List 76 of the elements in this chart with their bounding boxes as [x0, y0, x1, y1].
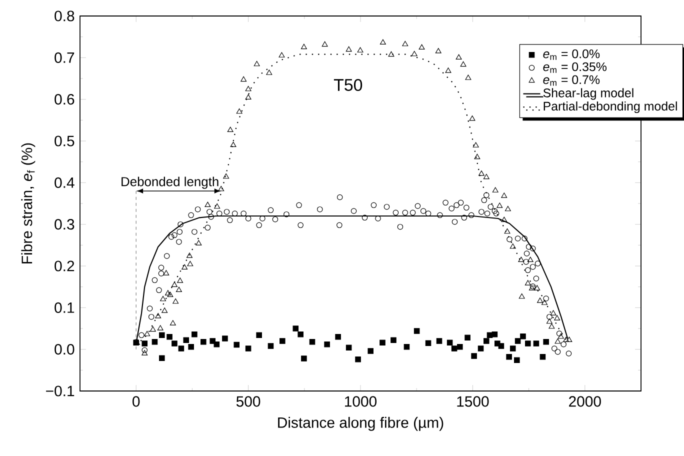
point [457, 344, 463, 350]
point [166, 334, 172, 340]
point [200, 338, 206, 345]
y-tick-label: 0.7 [54, 52, 74, 63]
x-tick-label: 500 [236, 396, 260, 407]
point [514, 357, 520, 364]
point [178, 346, 184, 352]
point [404, 344, 410, 350]
point [510, 346, 516, 352]
x-tick-label: 1500 [457, 396, 489, 407]
point [492, 331, 498, 338]
point [292, 326, 299, 332]
point [471, 353, 477, 359]
point [543, 338, 549, 345]
point [183, 337, 190, 344]
point [192, 331, 198, 338]
point [324, 341, 330, 348]
point [425, 340, 432, 346]
point [414, 328, 420, 334]
point [486, 332, 493, 338]
x-tick-label: 1000 [345, 396, 377, 407]
point [335, 334, 341, 340]
point [142, 340, 148, 346]
point [446, 340, 453, 346]
point [159, 355, 165, 361]
point [506, 354, 512, 360]
point [436, 338, 442, 344]
legend-label: e$_{m}$ = 0.7% [543, 75, 600, 86]
point [484, 338, 490, 344]
point [368, 348, 374, 354]
x-axis-title: Distance along fibre (µm) [278, 416, 444, 431]
y-tick-label: 0.1 [54, 302, 74, 313]
point [514, 338, 521, 344]
point [346, 344, 352, 351]
point [234, 342, 240, 348]
point [298, 331, 304, 338]
point [268, 343, 274, 349]
point [222, 336, 228, 342]
point [309, 338, 316, 345]
y-tick-label: 0.2 [54, 260, 74, 272]
point [464, 334, 470, 341]
y-tick-label: 0.0 [54, 344, 74, 355]
point [188, 344, 194, 350]
y-tick-label: 0.4 [54, 177, 74, 188]
point [172, 340, 178, 346]
y-tick-label: 0.6 [54, 94, 74, 105]
y-tick-label: 0.3 [54, 219, 74, 230]
y-axis-title: Fibre strain, e$_{f}$ (%) [21, 143, 36, 264]
point [355, 356, 361, 362]
point [159, 332, 165, 338]
legend-label: Shear-lag model [543, 88, 634, 100]
point [520, 334, 526, 340]
point [152, 338, 158, 345]
y-tick-label: 0.8 [54, 10, 74, 22]
legend-label: e$_{m}$ = 0.0% [543, 49, 600, 60]
y-tick-label: −0.1 [46, 386, 74, 396]
point [380, 340, 386, 346]
annotation: T50 [334, 79, 362, 91]
annotation: Debonded length [122, 176, 218, 189]
legend-label: Partial-debonding model [544, 101, 677, 114]
point [280, 338, 286, 344]
point [214, 341, 220, 348]
point [245, 346, 252, 352]
y-tick-label: 0.5 [54, 136, 74, 146]
x-tick-label: 2000 [569, 396, 601, 407]
point [451, 346, 458, 352]
point [498, 343, 504, 349]
point [390, 337, 396, 344]
point [533, 340, 540, 346]
legend-label: e$_{m}$ = 0.35% [543, 62, 607, 73]
point [478, 346, 484, 352]
point [256, 332, 262, 338]
point [525, 340, 531, 346]
x-tick-label: 0 [132, 396, 140, 407]
point [301, 356, 307, 362]
point [540, 354, 546, 360]
